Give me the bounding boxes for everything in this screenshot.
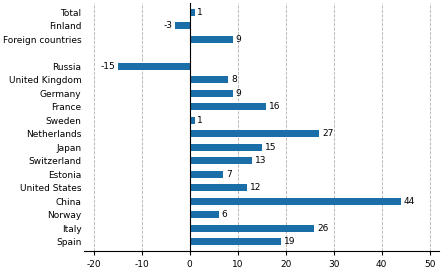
Text: 12: 12: [250, 183, 262, 192]
Bar: [190, 130, 319, 137]
Text: 8: 8: [231, 75, 237, 84]
Text: -3: -3: [164, 21, 172, 30]
Text: 1: 1: [198, 116, 203, 125]
Text: 1: 1: [198, 8, 203, 17]
Bar: [190, 238, 281, 245]
Text: 9: 9: [236, 35, 241, 44]
Bar: [190, 89, 233, 97]
Text: 15: 15: [265, 143, 276, 152]
Bar: [190, 197, 401, 205]
Text: 19: 19: [284, 237, 295, 246]
Text: 7: 7: [226, 170, 232, 179]
Text: 16: 16: [269, 102, 281, 111]
Text: 9: 9: [236, 89, 241, 98]
Text: -15: -15: [100, 62, 115, 71]
Bar: [175, 22, 190, 29]
Bar: [190, 157, 252, 165]
Bar: [190, 171, 223, 178]
Text: 44: 44: [404, 197, 415, 206]
Bar: [190, 224, 314, 232]
Bar: [190, 76, 228, 84]
Text: 6: 6: [221, 210, 227, 219]
Bar: [190, 116, 194, 124]
Bar: [190, 211, 218, 218]
Bar: [118, 63, 190, 70]
Bar: [190, 36, 233, 43]
Bar: [190, 8, 194, 16]
Bar: [190, 103, 267, 110]
Text: 26: 26: [317, 224, 329, 233]
Bar: [190, 184, 248, 191]
Text: 13: 13: [255, 156, 267, 165]
Text: 27: 27: [322, 129, 334, 138]
Bar: [190, 144, 262, 151]
